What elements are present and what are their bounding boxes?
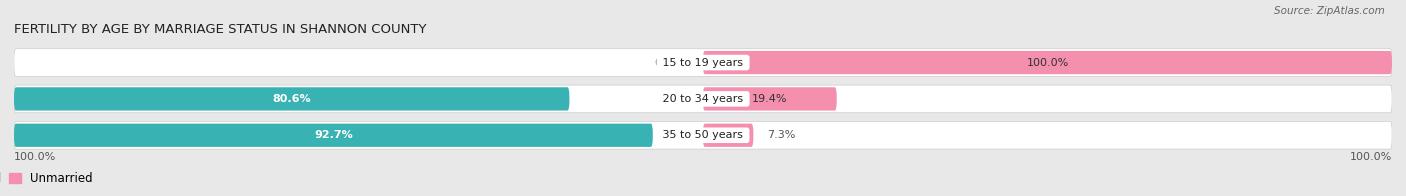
FancyBboxPatch shape — [14, 124, 652, 147]
FancyBboxPatch shape — [703, 124, 754, 147]
FancyBboxPatch shape — [14, 122, 1392, 149]
Text: 15 to 19 years: 15 to 19 years — [659, 58, 747, 68]
FancyBboxPatch shape — [703, 51, 1392, 74]
Text: 35 to 50 years: 35 to 50 years — [659, 130, 747, 140]
Text: 0.0%: 0.0% — [654, 58, 682, 68]
Text: 100.0%: 100.0% — [1026, 58, 1069, 68]
Text: 19.4%: 19.4% — [752, 94, 787, 104]
Text: 100.0%: 100.0% — [14, 152, 56, 162]
Text: Source: ZipAtlas.com: Source: ZipAtlas.com — [1274, 6, 1385, 16]
Text: 7.3%: 7.3% — [768, 130, 796, 140]
FancyBboxPatch shape — [14, 85, 1392, 113]
Legend: Married, Unmarried: Married, Unmarried — [0, 168, 97, 190]
FancyBboxPatch shape — [14, 87, 569, 111]
FancyBboxPatch shape — [703, 87, 837, 111]
Text: 92.7%: 92.7% — [314, 130, 353, 140]
Text: 80.6%: 80.6% — [273, 94, 311, 104]
FancyBboxPatch shape — [14, 49, 1392, 76]
Text: FERTILITY BY AGE BY MARRIAGE STATUS IN SHANNON COUNTY: FERTILITY BY AGE BY MARRIAGE STATUS IN S… — [14, 23, 426, 36]
Text: 20 to 34 years: 20 to 34 years — [659, 94, 747, 104]
Text: 100.0%: 100.0% — [1350, 152, 1392, 162]
